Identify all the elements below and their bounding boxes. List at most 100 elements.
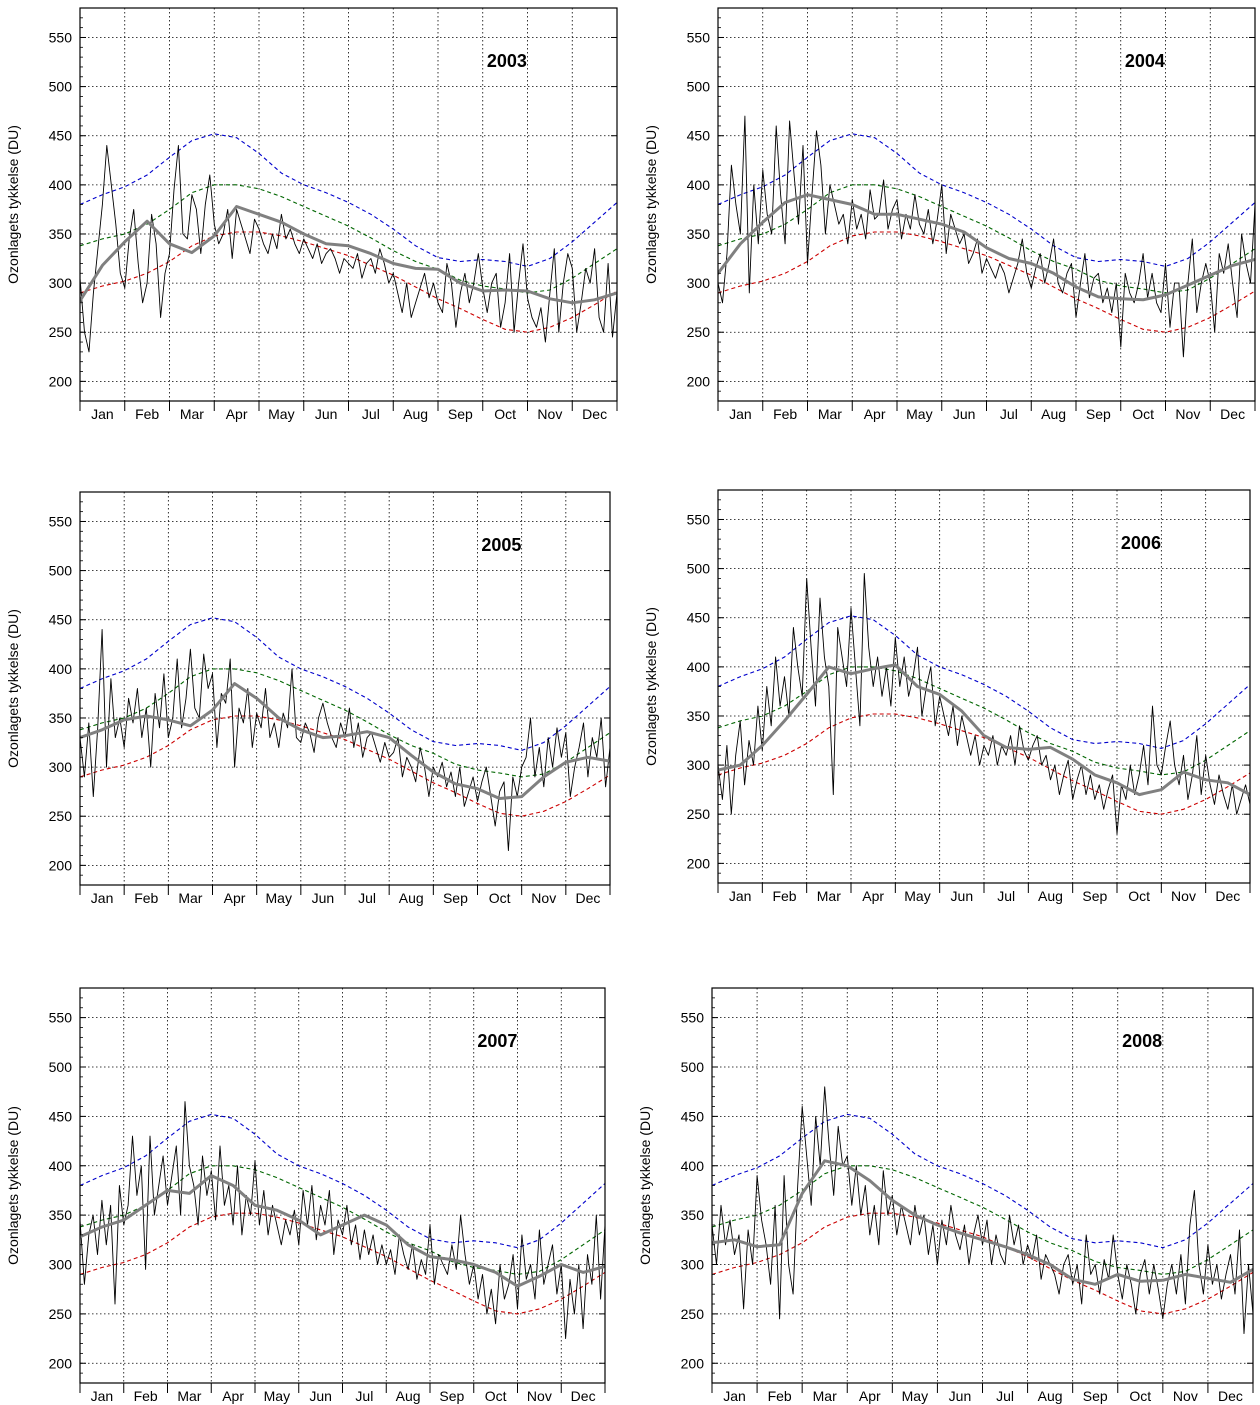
x-tick-label: Mar — [813, 1388, 837, 1404]
reference-line-max — [718, 615, 1250, 749]
y-tick-label: 400 — [681, 1158, 705, 1174]
x-axis: Jan Feb Mar Apr May Jun Jul Aug Sep Oct Nov Dec — [79, 885, 611, 906]
grid-lines — [80, 8, 617, 401]
y-axis: 200 250 300 350 400 450 500 550 — [49, 491, 610, 886]
grid-lines — [80, 988, 605, 1383]
x-tick-label: Sep — [1083, 1388, 1108, 1404]
x-tick-label: Jan — [91, 406, 114, 422]
y-axis-label: Ozonlagets tykkelse (DU) — [643, 125, 659, 284]
x-tick-label: Dec — [1218, 1388, 1243, 1404]
x-tick-label: Sep — [448, 406, 473, 422]
y-tick-label: 500 — [687, 561, 711, 577]
smoothed-series-line — [80, 682, 610, 800]
daily-series-line — [80, 629, 610, 852]
y-tick-label: 300 — [49, 1257, 73, 1273]
y-tick-label: 250 — [49, 324, 73, 340]
x-tick-label: Jul — [358, 890, 376, 906]
x-tick-label: Apr — [859, 1388, 881, 1404]
y-tick-label: 200 — [49, 1355, 73, 1371]
y-tick-label: 250 — [49, 808, 73, 824]
y-tick-label: 500 — [49, 563, 73, 579]
x-axis: Jan Feb Mar Apr May Jun Jul Aug Sep Oct Nov Dec — [79, 1383, 606, 1404]
x-tick-label: Aug — [396, 1388, 421, 1404]
plot-area — [80, 1101, 605, 1340]
y-tick-label: 450 — [49, 1108, 73, 1124]
x-tick-label: Feb — [134, 1388, 158, 1404]
x-tick-label: Aug — [403, 406, 428, 422]
y-tick-label: 450 — [687, 610, 711, 626]
x-tick-label: Nov — [1173, 1388, 1198, 1404]
y-axis: 200 250 300 350 400 450 500 550 — [49, 987, 605, 1384]
y-tick-label: 350 — [687, 226, 711, 242]
x-tick-label: Mar — [180, 406, 204, 422]
x-tick-label: Jul — [997, 888, 1015, 904]
x-tick-label: May — [902, 1388, 928, 1404]
x-tick-label: Jun — [309, 1388, 332, 1404]
x-tick-label: Oct — [1132, 406, 1154, 422]
plot-area — [80, 133, 617, 353]
grid-lines — [80, 492, 610, 885]
x-tick-label: Mar — [817, 888, 841, 904]
smoothed-series-line — [712, 1159, 1253, 1286]
y-tick-label: 450 — [687, 128, 711, 144]
plot-area — [718, 115, 1255, 358]
daily-series-line — [712, 1086, 1253, 1335]
y-tick-label: 300 — [681, 1257, 705, 1273]
y-axis-label: Ozonlagets tykkelse (DU) — [5, 609, 21, 768]
y-axis: 200 250 300 350 400 450 500 550 — [49, 7, 617, 402]
y-tick-label: 200 — [681, 1355, 705, 1371]
x-tick-label: Sep — [439, 1388, 464, 1404]
x-tick-label: Nov — [1171, 888, 1196, 904]
reference-line-min — [80, 715, 610, 817]
x-tick-label: Sep — [1086, 406, 1111, 422]
y-tick-label: 300 — [687, 275, 711, 291]
y-tick-label: 500 — [49, 1059, 73, 1075]
y-tick-label: 200 — [49, 373, 73, 389]
x-tick-label: Nov — [537, 406, 562, 422]
y-tick-label: 400 — [49, 177, 73, 193]
y-tick-label: 350 — [49, 226, 73, 242]
x-tick-label: Sep — [1082, 888, 1107, 904]
x-tick-label: Jan — [729, 406, 752, 422]
x-tick-label: Dec — [1220, 406, 1245, 422]
reference-line-mean — [80, 668, 610, 778]
x-tick-label: Jun — [953, 406, 976, 422]
smoothed-series-line — [80, 205, 617, 305]
grid-lines — [712, 988, 1253, 1383]
reference-line-max — [718, 133, 1255, 267]
reference-line-mean — [718, 184, 1255, 294]
chart-title: 2006 — [1121, 533, 1161, 553]
x-tick-label: Jul — [355, 1388, 373, 1404]
grid-lines — [718, 490, 1250, 883]
smoothed-series-line — [80, 1174, 605, 1288]
y-tick-label: 550 — [49, 1010, 73, 1026]
x-tick-label: Apr — [862, 888, 884, 904]
x-tick-label: Feb — [134, 890, 158, 906]
daily-series-line — [80, 145, 617, 353]
plot-area — [80, 617, 610, 852]
x-tick-label: Apr — [864, 406, 886, 422]
reference-line-min — [718, 713, 1250, 815]
x-tick-label: Feb — [768, 1388, 792, 1404]
y-tick-label: 450 — [681, 1108, 705, 1124]
x-tick-label: Apr — [226, 406, 248, 422]
y-tick-label: 200 — [687, 855, 711, 871]
y-tick-label: 250 — [687, 806, 711, 822]
y-tick-label: 250 — [681, 1306, 705, 1322]
x-tick-label: Mar — [178, 890, 202, 906]
y-axis-label: Ozonlagets tykkelse (DU) — [5, 1106, 21, 1265]
plot-area — [712, 1086, 1253, 1335]
x-tick-label: Sep — [443, 890, 468, 906]
chart-title: 2003 — [487, 51, 527, 71]
y-tick-label: 550 — [49, 29, 73, 45]
y-axis-label: Ozonlagets tykkelse (DU) — [5, 125, 21, 284]
reference-line-mean — [712, 1165, 1253, 1275]
y-tick-label: 350 — [49, 1207, 73, 1223]
x-tick-label: Jun — [949, 1388, 972, 1404]
daily-series-line — [718, 573, 1250, 835]
chart-title: 2005 — [481, 535, 521, 555]
